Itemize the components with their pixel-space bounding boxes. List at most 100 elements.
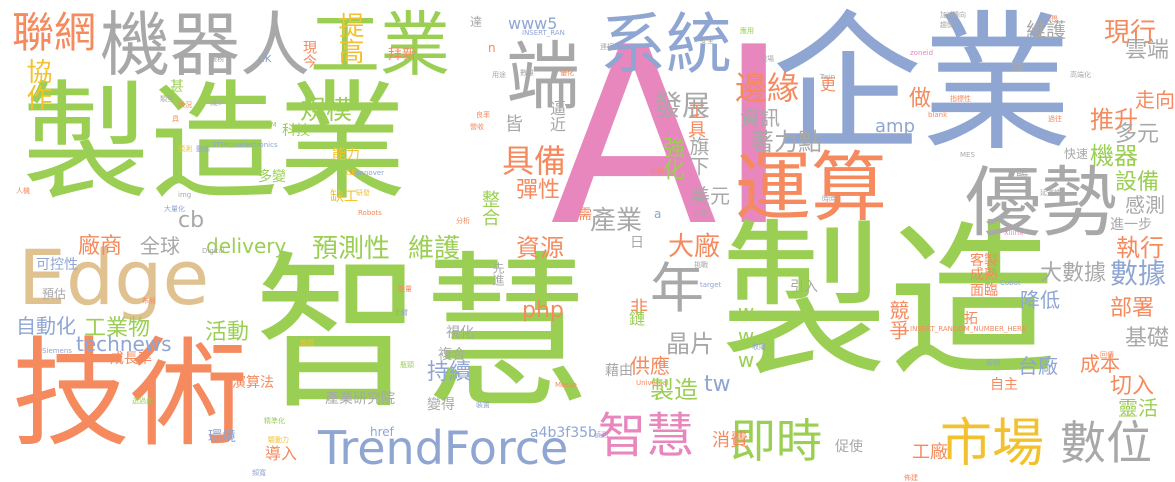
word-usd: 美元 [690,184,730,208]
word-cloud-zh: 雲端 [1125,38,1170,63]
word-case: 案例 [986,359,1000,367]
word-insert-random: INSERT_RANDOM_NUMBER_HERE [910,325,1027,333]
word-challenge: 挑戰 [694,261,708,269]
word-accelerate: 加速 [940,11,954,19]
word-usage: 用途 [492,71,506,79]
word-iot: 聯網 [12,8,97,57]
word-variable: 多變 [258,169,286,185]
word-diverse: 多元 [1115,122,1160,147]
word-highend: 高端化 [1070,71,1091,79]
word-anytime: 時時 [822,195,836,203]
word-tw: tw [704,372,731,397]
word-iiot: 工業物 [84,316,151,341]
word-do: 做 [905,86,930,108]
word-indicator: 指標性 [950,95,971,103]
word-edge-zh: 邊緣 [735,69,800,107]
word-mes: MES [960,151,975,159]
word-mature: 成熟 [970,267,998,283]
word-factory: 工廠 [912,442,948,463]
word-php: php [522,298,564,323]
word-capability: 能力 [332,147,360,163]
word-flex: 彈性 [516,178,561,203]
word-info: 資訊 [740,106,780,130]
word-machine: 機器 [1090,142,1138,170]
word-manufacturing: 製造 [720,204,1056,400]
word-become: 變得 [427,397,455,413]
word-quantity: 數量 [520,69,534,77]
word-have: 具備 [502,142,567,180]
word-yield: 良率 [476,111,490,119]
word-twin: Twin [820,73,836,81]
word-end: 端 [506,34,580,120]
word-labor-short: 缺工 [330,189,358,205]
word-delivery: delivery [206,234,287,258]
word-collab: 協作 [22,58,52,110]
word-a: a [654,207,662,221]
word-target: target [700,281,722,289]
word-sector: 產業 [590,206,643,236]
word-layout: 布局 [142,297,156,305]
word-industry: 工業 [310,4,450,86]
word-device: 裝置 [476,401,490,409]
word-latency: 延遲性 [1040,189,1061,197]
word-face: 面臨 [970,283,998,299]
word-automation: 自動化 [16,314,76,338]
word-cb: cb [178,208,205,233]
word-onsite: 現場 [760,55,774,63]
word-autonomous: 自主 [990,377,1018,393]
word-supply: 供應 [630,354,670,378]
word-detect: 偵測 [594,431,608,439]
word-custom: 客製 [970,253,998,269]
word-chip: 晶片 [666,330,714,358]
word-zoneid: zoneid [910,49,934,57]
word-enterprise: 企業 [772,0,1073,172]
word-market: 市場 [940,414,1045,474]
word-messe: Messe [555,381,577,389]
word-sense: 感測 [1125,193,1165,217]
word-scale: 規模 [300,96,353,126]
word-revenue: 營收 [470,123,484,131]
word-status: 狀況 [178,101,192,109]
word-year: 年 [650,257,704,320]
word-execute: 執行 [1116,234,1164,262]
word-foundation: 基礎 [1125,326,1170,351]
word-advanced: 先進 [491,262,505,286]
word-predict: 預測 [178,145,192,153]
word-ck: ck [258,51,272,65]
word-smart-2: 智慧 [598,408,695,464]
word-day: 日 [630,235,644,251]
word-via: 藉由 [605,363,633,379]
word-img: img [178,191,192,199]
word-data: 數據 [1110,257,1167,290]
word-even: 甚 [170,79,184,95]
word-acquire: 收購 [752,343,766,351]
word-tech: 科技 [282,123,310,139]
word-technology: 技術 [12,325,249,463]
word-resources: 資源 [516,234,564,262]
word-manufacturing-industry: 製造業 [22,69,407,218]
word-service: 服務 [210,55,224,63]
word-vendor: 廠商 [78,234,123,259]
word-current: 現行 [1104,18,1157,48]
word-maintenance: 維護 [408,234,461,264]
word-boost: 推升 [1090,106,1138,134]
word-toward: 走向 [1135,88,1175,112]
word-universal: Universal [636,379,669,387]
word-www5: www5 [508,14,558,33]
word-majorfab: 大廠 [668,232,721,262]
word-taiwan-fab: 台廠 [1018,354,1058,378]
word-maintain-2: 維護 [1026,18,1066,42]
word-prompt: 促使 [835,439,863,455]
word-bottleneck: 瓶頸 [400,361,414,369]
word-integrate: 整合 [479,190,500,226]
word-realtime: 即時 [730,414,822,468]
word-cost: 成本 [1080,352,1120,376]
word-n: n [488,41,496,55]
word-digital: 數位 [1060,416,1152,470]
word-develop: 發展 [654,89,711,122]
word-edge: Edge [18,233,210,322]
word-alliance: 聯盟 [300,339,314,347]
word-growth: 成長率 [110,351,152,367]
word-safety: 安全 [700,37,714,45]
word-www: www [734,300,758,372]
